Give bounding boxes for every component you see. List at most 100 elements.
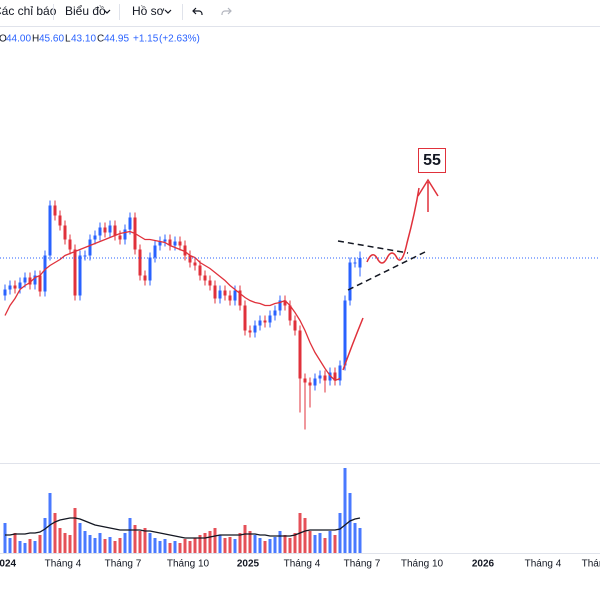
candle-body xyxy=(143,275,147,281)
redo-button[interactable] xyxy=(221,7,232,15)
candle-body xyxy=(193,262,197,266)
volume-bar xyxy=(108,537,112,553)
low-value: 43.10 xyxy=(71,34,96,45)
volume-bar xyxy=(28,539,32,553)
candle-body xyxy=(328,372,332,381)
candle-body xyxy=(228,295,232,301)
volume-bar xyxy=(343,468,347,553)
volume-bar xyxy=(163,539,167,553)
x-tick-label: 2025 xyxy=(237,559,260,570)
x-tick-label: Tháng 7 xyxy=(105,559,142,570)
volume-bar xyxy=(353,523,357,553)
candle-body xyxy=(318,375,322,379)
candle-body xyxy=(68,239,72,250)
close-value: 44.95 xyxy=(104,34,129,45)
volume-bar xyxy=(153,538,157,553)
x-tick-label: Tháng 10 xyxy=(401,559,444,570)
annotation-box xyxy=(418,148,446,173)
candle-body xyxy=(353,262,357,264)
candle-body xyxy=(278,300,282,311)
open-value: 44.00 xyxy=(6,34,31,45)
profile-button[interactable]: Hồ sơ xyxy=(132,4,165,18)
candle-body xyxy=(338,365,342,381)
volume-bar xyxy=(123,533,127,553)
candle-body xyxy=(108,225,112,233)
candle-body xyxy=(13,285,17,289)
candle-body xyxy=(128,217,132,230)
candle-body xyxy=(113,225,117,236)
candle-body xyxy=(223,290,227,296)
volume-bar xyxy=(53,513,57,553)
candle-body xyxy=(28,277,32,285)
x-tick-label: Tháng 4 xyxy=(284,559,321,570)
volume-bar xyxy=(73,508,77,553)
volume-bar xyxy=(13,533,17,553)
candle-body xyxy=(33,275,37,285)
volume-bar xyxy=(18,541,22,553)
undo-button[interactable] xyxy=(192,7,203,15)
candle-body xyxy=(103,227,107,233)
candle-body xyxy=(63,225,67,240)
volume-bar xyxy=(288,538,292,553)
volume-bar xyxy=(208,531,212,553)
volume-bar xyxy=(258,538,262,553)
candle-body xyxy=(8,285,12,290)
volume-bar xyxy=(58,528,62,553)
candle-body xyxy=(3,289,7,296)
volume-moving-average xyxy=(5,517,361,539)
volume-bar xyxy=(68,535,72,553)
candle-body xyxy=(243,305,247,331)
candle-body xyxy=(58,215,62,226)
volume-bar xyxy=(358,528,362,553)
annotation: 55 xyxy=(423,152,441,169)
x-tick-label: 2026 xyxy=(472,559,495,570)
volume-bar xyxy=(128,518,132,553)
volume-bar xyxy=(238,533,242,553)
candle-body xyxy=(48,205,52,256)
moving-average xyxy=(4,230,341,382)
volume-bar xyxy=(248,531,252,553)
candle-body xyxy=(303,378,307,383)
volume-bar xyxy=(233,539,237,553)
candle-body xyxy=(163,239,167,242)
volume-bar xyxy=(143,528,147,553)
candle-body xyxy=(323,375,327,381)
volume-bar xyxy=(83,531,87,553)
x-tick-label: Tháng 4 xyxy=(45,559,82,570)
candle-body xyxy=(43,255,47,292)
volume-bar xyxy=(263,541,267,553)
volume-bar xyxy=(88,535,92,553)
volume-bar xyxy=(283,535,287,553)
candle-body xyxy=(23,277,27,283)
indicators-button[interactable]: Các chỉ báo xyxy=(0,4,57,18)
candle-body xyxy=(268,315,272,323)
toolbar xyxy=(0,0,600,26)
volume-bar xyxy=(333,535,337,553)
candle-body xyxy=(118,235,122,240)
candle-body xyxy=(313,378,317,386)
candle-body xyxy=(288,305,292,321)
candle-body xyxy=(18,282,22,289)
volume-bar xyxy=(253,535,257,553)
drawn-path xyxy=(342,317,364,371)
candle-body xyxy=(213,285,217,299)
change: +1.15 xyxy=(133,34,159,45)
chart-button[interactable]: Biểu đồ xyxy=(65,4,106,18)
candle-body xyxy=(358,258,362,268)
candle-body xyxy=(53,205,57,216)
l-label: L xyxy=(65,34,71,45)
volume-bar xyxy=(213,528,217,553)
candle-body xyxy=(203,275,207,281)
candle-body xyxy=(298,330,302,379)
volume-bar xyxy=(328,531,332,553)
candle-body xyxy=(283,300,287,306)
change-pct: (+2.63%) xyxy=(159,34,200,45)
ohlc-header: O 44.00 H 45.60 L 43.10 C 44.95 +1.15 (+… xyxy=(0,34,200,45)
candle-body xyxy=(308,382,312,386)
candle-body xyxy=(343,300,347,366)
volume-bar xyxy=(223,538,227,553)
volume-bar xyxy=(338,513,342,553)
volume-bar xyxy=(228,537,232,553)
candle-body xyxy=(168,239,172,246)
